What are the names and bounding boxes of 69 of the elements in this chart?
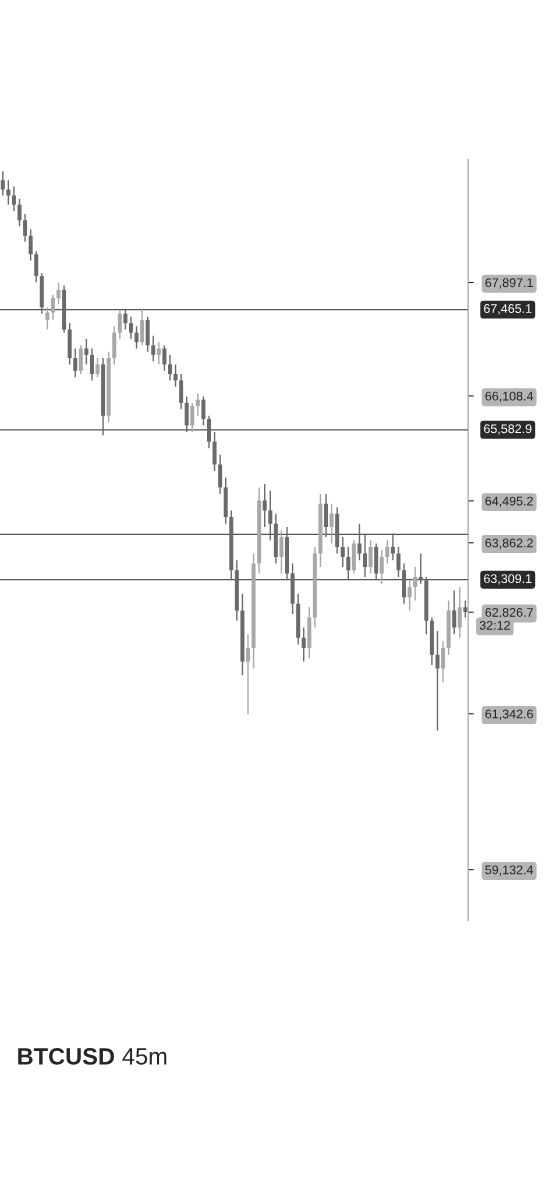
ref-line-label: 63,309.1 — [484, 574, 532, 585]
candlestick — [195, 392, 200, 417]
candlestick — [11, 185, 16, 212]
candlestick — [56, 282, 61, 305]
candlestick — [407, 579, 412, 612]
candlestick — [134, 325, 139, 350]
y-tick-label: 62,826.7 — [485, 608, 533, 619]
candlestick — [324, 493, 329, 538]
candlestick — [156, 341, 161, 366]
candlestick — [73, 347, 78, 378]
candlestick — [329, 503, 334, 545]
candlestick — [140, 308, 145, 347]
candlestick — [396, 546, 401, 578]
y-tick-label: 59,132.4 — [485, 865, 534, 876]
candlestick — [340, 536, 345, 568]
candlestick — [441, 640, 446, 683]
candlestick — [23, 213, 28, 243]
candlestick — [363, 532, 368, 578]
candlestick — [301, 626, 306, 663]
candlestick — [379, 549, 384, 585]
candlestick — [385, 539, 390, 565]
candlestick — [28, 228, 33, 262]
text: BTCUSD — [18, 1048, 114, 1065]
candlestick — [357, 522, 362, 561]
y-tick-label: 67,897.1 — [485, 278, 533, 289]
candlestick — [435, 630, 440, 732]
candlestick — [0, 170, 5, 197]
candlestick — [218, 453, 223, 495]
text: 32:12 — [479, 620, 510, 630]
y-tick-label: 64,495.2 — [485, 496, 533, 507]
candlestick — [390, 532, 395, 561]
candlestick — [50, 294, 55, 321]
candlestick — [123, 308, 128, 331]
ref-line-label: 65,582.9 — [484, 424, 532, 435]
text: 45m — [122, 1048, 167, 1065]
candlestick — [95, 357, 100, 378]
y-tick-label: 61,342.6 — [485, 709, 533, 720]
candlestick — [201, 395, 206, 427]
candlestick — [6, 179, 11, 206]
candlestick — [179, 373, 184, 411]
candlestick — [151, 335, 156, 362]
y-tick-label: 66,108.4 — [485, 391, 534, 403]
candlestick — [128, 316, 133, 340]
candlestick — [162, 344, 167, 372]
candlestick — [413, 566, 418, 602]
candlestick — [89, 347, 94, 382]
candlestick — [452, 589, 457, 636]
candlestick — [346, 546, 351, 582]
candlestick — [34, 250, 39, 284]
candlestick — [117, 309, 122, 340]
candlestick — [45, 306, 50, 331]
candlestick — [190, 402, 195, 433]
candlestick — [17, 197, 22, 228]
candlestick — [457, 586, 462, 639]
candlestick — [279, 529, 284, 575]
candlestick — [245, 633, 250, 715]
candlestick — [167, 354, 172, 382]
candlestick — [262, 483, 267, 528]
candlestick — [268, 489, 273, 541]
candlestick — [184, 395, 189, 433]
candlestick — [212, 431, 217, 472]
candlestick — [173, 363, 178, 388]
candlestick — [84, 338, 89, 366]
candlestick — [206, 415, 211, 449]
candlestick — [418, 552, 423, 585]
candlestick — [368, 539, 373, 575]
y-tick-label: 63,862.2 — [485, 538, 533, 549]
candlestick — [78, 344, 83, 375]
ref-line-label: 67,465.1 — [484, 304, 532, 315]
